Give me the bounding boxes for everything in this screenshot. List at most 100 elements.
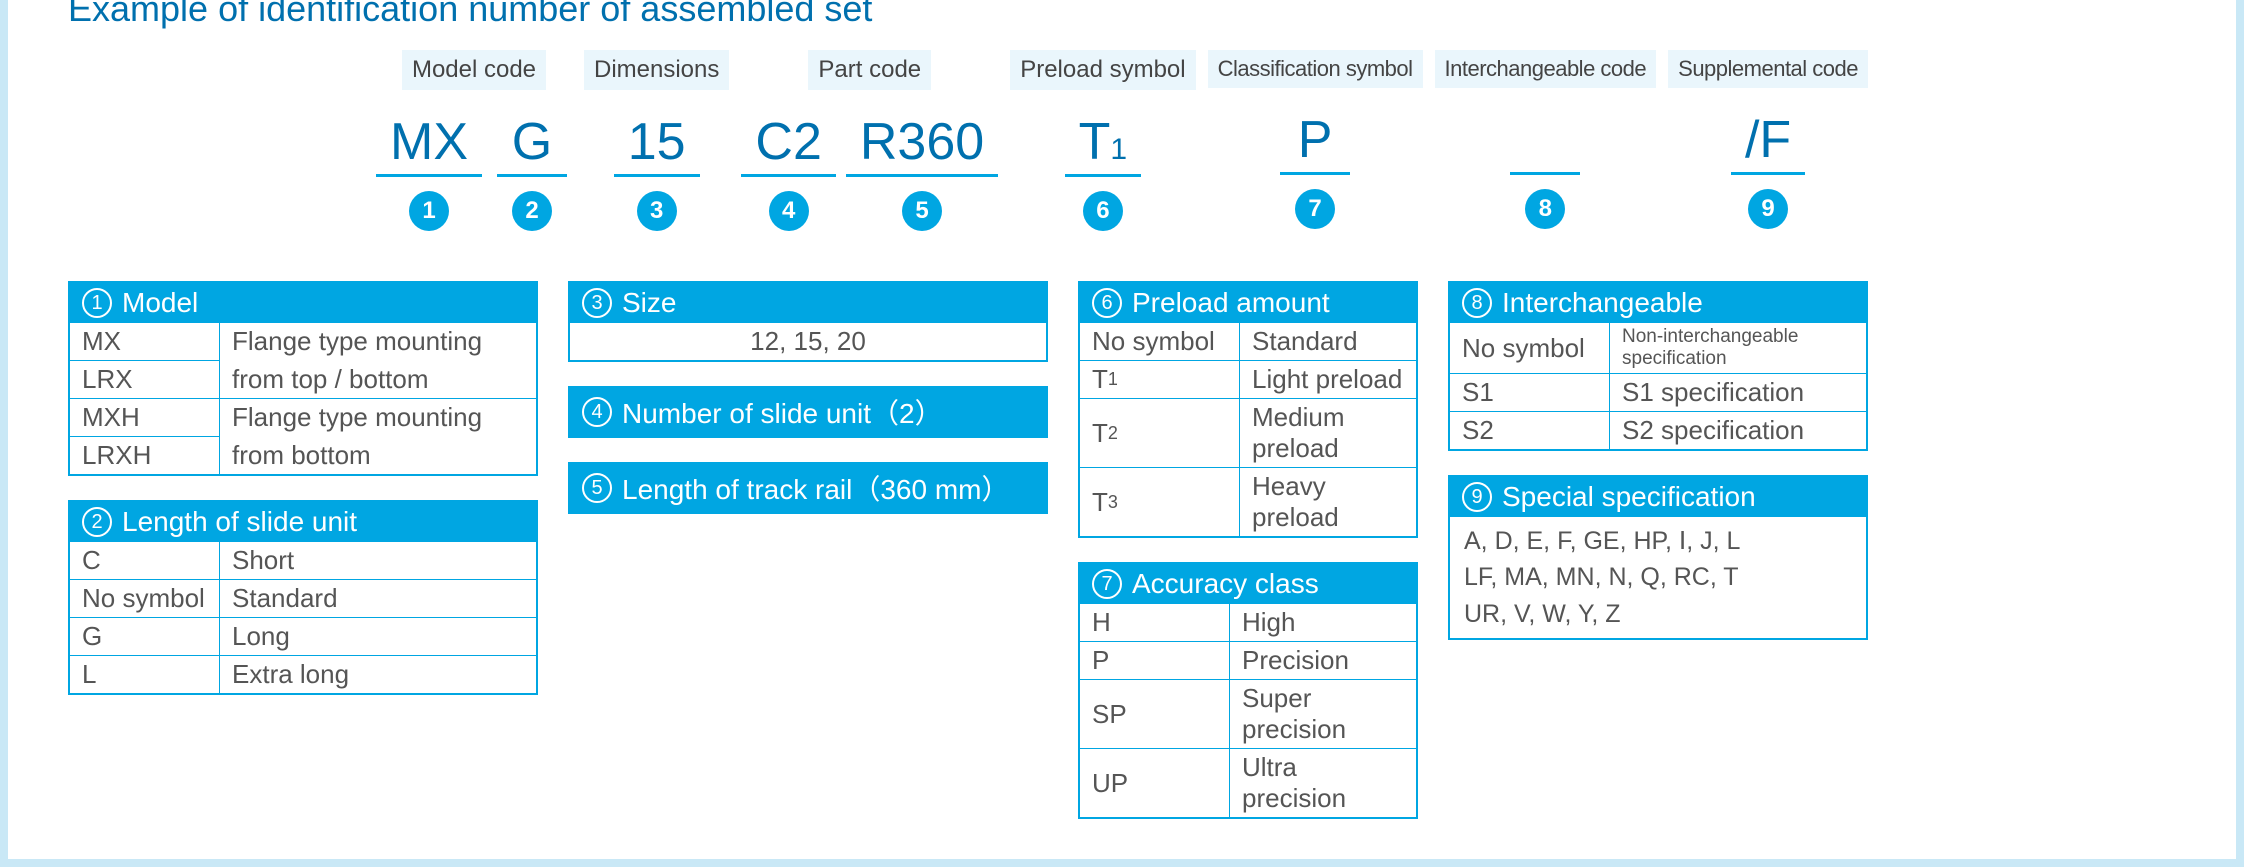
legend-title: Model (122, 287, 198, 319)
breakdown-segment: Dimensions 153 (584, 50, 729, 231)
legend-row: LRXHfrom bottom (70, 436, 536, 474)
legend-key: G (70, 618, 220, 655)
legend-col-4: 8InterchangeableNo symbolNon-interchange… (1448, 281, 1868, 640)
code-item: R3605 (846, 110, 998, 231)
breakdown-segment: Model code MX 1 G2 (376, 50, 572, 231)
legend-box-number-slide-unit: 4Number of slide unit（2） (568, 386, 1048, 438)
legend-key: S1 (1450, 374, 1610, 411)
legend-key: T3 (1080, 468, 1240, 536)
code-text: P (1280, 108, 1350, 175)
legend-key: No symbol (70, 580, 220, 617)
legend-row: No symbolStandard (1080, 323, 1416, 360)
legend-header: 7Accuracy class (1080, 564, 1416, 604)
legend-title: Length of track rail（360 mm） (622, 468, 1010, 508)
legend-value: High (1230, 604, 1416, 641)
code-badge: 9 (1748, 189, 1788, 229)
legend-row: T3Heavy preload (1080, 467, 1416, 536)
legend-value: from bottom (220, 436, 536, 474)
code-badge: 8 (1525, 189, 1565, 229)
code-text (1510, 108, 1580, 175)
legend-key: SP (1080, 680, 1230, 748)
legend-value: S2 specification (1610, 412, 1866, 449)
legend-title: Accuracy class (1132, 568, 1319, 600)
legend-value: Precision (1230, 642, 1416, 679)
legend-col-2: 3Size12, 15, 20 4Number of slide unit（2）… (568, 281, 1048, 514)
legend-value: Ultra precision (1230, 749, 1416, 817)
code-text: /F (1731, 108, 1805, 175)
legend-number-badge: 6 (1092, 288, 1122, 318)
legend-key: P (1080, 642, 1230, 679)
legend-value: Medium preload (1240, 399, 1416, 467)
legend-body: No symbolNon-interchangeable specificati… (1450, 323, 1866, 449)
legend-title: Interchangeable (1502, 287, 1703, 319)
legend-header: 2Length of slide unit (70, 502, 536, 542)
code-text: MX (376, 110, 482, 177)
code-badge: 6 (1083, 191, 1123, 231)
legend-header: 9 Special specification (1450, 477, 1866, 517)
legend-row: LExtra long (70, 655, 536, 693)
segment-codes: 153 (614, 110, 700, 231)
code-item: T16 (1063, 110, 1143, 231)
legend-key: T2 (1080, 399, 1240, 467)
legend-value: Flange type mounting (220, 323, 536, 360)
legend-number-badge: 5 (582, 473, 612, 503)
legend-header: 8Interchangeable (1450, 283, 1866, 323)
segment-codes: 8 (1505, 108, 1585, 229)
code-item: /F 9 (1728, 108, 1808, 229)
segment-codes: MX 1 G2 (376, 110, 572, 231)
legend-key: MXH (70, 399, 220, 436)
legend-box-preload: 6Preload amountNo symbolStandardT1Light … (1078, 281, 1418, 538)
segment-label: Dimensions (584, 50, 729, 90)
legend-row: 12, 15, 20 (570, 323, 1046, 360)
breakdown-segment: Preload symbolT16 (1010, 50, 1195, 231)
segment-codes: T16 (1063, 110, 1143, 231)
legend-body: No symbolStandardT1Light preloadT2Medium… (1080, 323, 1416, 536)
legend-body: MXFlange type mountingLRXfrom top / bott… (70, 323, 536, 474)
legend-header: 6Preload amount (1080, 283, 1416, 323)
legend-header: 1Model (70, 283, 536, 323)
legend-row: S2S2 specification (1450, 411, 1866, 449)
code-badge: 7 (1295, 189, 1335, 229)
legend-title: Special specification (1502, 481, 1756, 513)
legend-row: No symbolNon-interchangeable specificati… (1450, 323, 1866, 373)
breakdown-segment: Part codeC24R3605 (741, 50, 998, 231)
segment-label: Model code (402, 50, 546, 90)
legend-value: Extra long (220, 656, 536, 693)
legend-box-length-slide-unit: 2Length of slide unitCShortNo symbolStan… (68, 500, 538, 695)
legend-key: No symbol (1080, 323, 1240, 360)
segment-label: Interchangeable code (1435, 50, 1657, 88)
legend-col-1: 1ModelMXFlange type mountingLRXfrom top … (68, 281, 538, 695)
legend-row: SPSuper precision (1080, 679, 1416, 748)
legend-key: LRX (70, 360, 220, 398)
legend-number-badge: 9 (1462, 482, 1492, 512)
legend-key: H (1080, 604, 1230, 641)
page-title: Example of identification number of asse… (56, 0, 884, 30)
code-badge: 3 (637, 191, 677, 231)
legend-key: LRXH (70, 436, 220, 474)
legend-value: Standard (220, 580, 536, 617)
code-badge: 2 (512, 191, 552, 231)
legend-key: C (70, 542, 220, 579)
legend-box-interchangeable: 8InterchangeableNo symbolNon-interchange… (1448, 281, 1868, 451)
segment-codes: /F 9 (1728, 108, 1808, 229)
code-badge: 1 (409, 191, 449, 231)
legend-box-special-spec: 9 Special specification A, D, E, F, GE, HP… (1448, 475, 1868, 640)
legend-body: 12, 15, 20 (570, 323, 1046, 360)
legend-grid: 1ModelMXFlange type mountingLRXfrom top … (68, 281, 2176, 819)
legend-box-model: 1ModelMXFlange type mountingLRXfrom top … (68, 281, 538, 476)
legend-value: Standard (1240, 323, 1416, 360)
legend-header: 4Number of slide unit（2） (570, 388, 1046, 436)
legend-title: Size (622, 287, 676, 319)
legend-value: Super precision (1230, 680, 1416, 748)
legend-row: GLong (70, 617, 536, 655)
legend-note: A, D, E, F, GE, HP, Ⅰ, J, LLF, MA, MN, N… (1450, 517, 1866, 638)
code-item: G2 (492, 110, 572, 231)
legend-box-accuracy: 7Accuracy classHHighPPrecisionSPSuper pr… (1078, 562, 1418, 819)
legend-value: S1 specification (1610, 374, 1866, 411)
code-breakdown-row: Model code MX 1 G2 Dimensions 153 Part codeC24… (68, 50, 2176, 231)
segment-label: Preload symbol (1010, 50, 1195, 90)
segment-codes: P7 (1275, 108, 1355, 229)
legend-key: UP (1080, 749, 1230, 817)
code-text: T1 (1065, 110, 1141, 177)
legend-key: No symbol (1450, 323, 1610, 373)
